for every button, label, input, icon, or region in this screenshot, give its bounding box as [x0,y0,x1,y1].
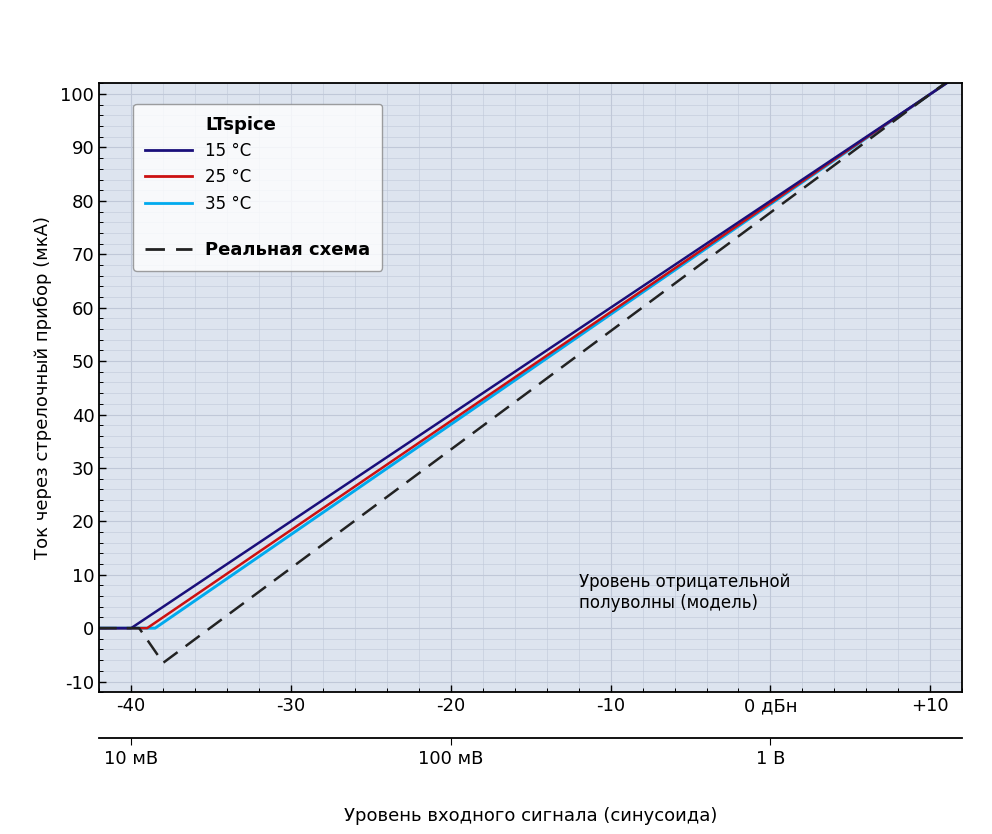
Y-axis label: Ток через стрелочный прибор (мкА): Ток через стрелочный прибор (мкА) [34,216,53,560]
Legend: LTspice, 15 °C, 25 °C, 35 °C, , Реальная схема: LTspice, 15 °C, 25 °C, 35 °C, , Реальная… [134,104,382,270]
Text: Уровень отрицательной
полуволны (модель): Уровень отрицательной полуволны (модель) [578,573,790,612]
X-axis label: Уровень входного сигнала (синусоида): Уровень входного сигнала (синусоида) [344,806,717,825]
